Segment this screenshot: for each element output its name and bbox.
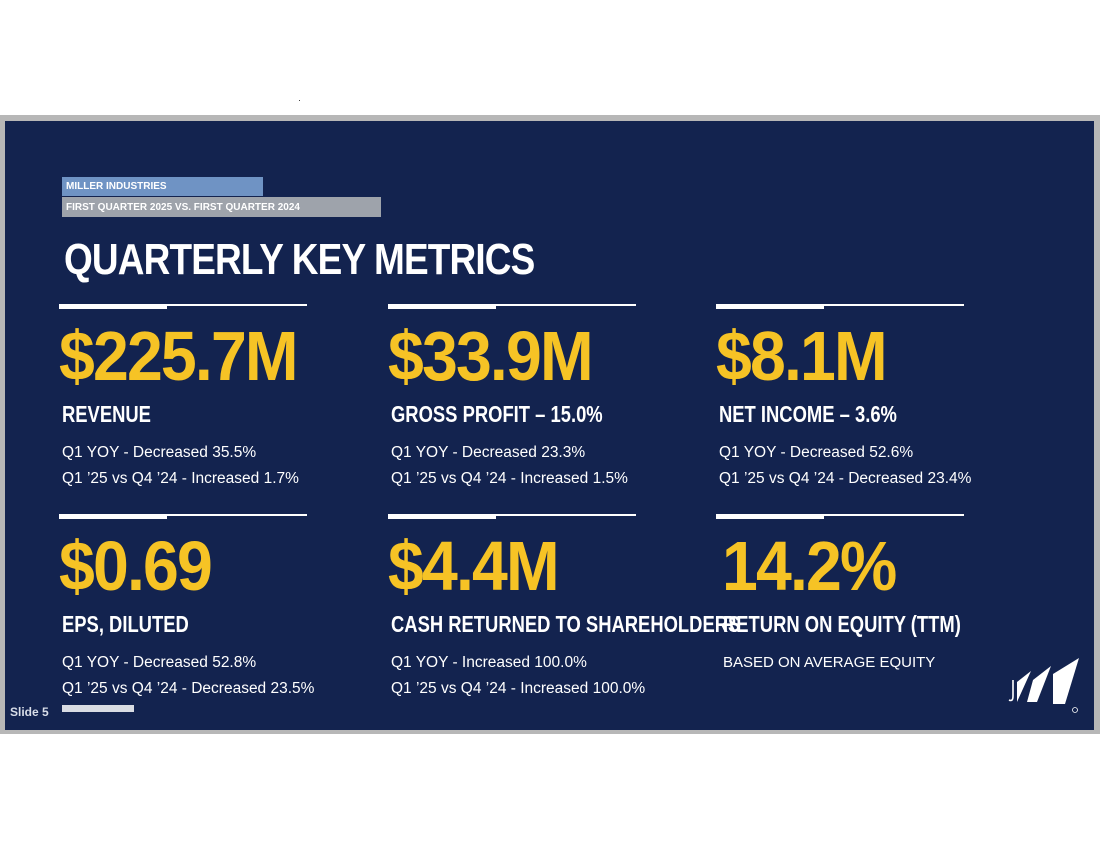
metric-label: NET INCOME – 3.6% (719, 401, 897, 427)
metric-value: 14.2% (722, 527, 897, 605)
metric-value: $4.4M (388, 527, 560, 605)
slide-progress-bar (62, 705, 134, 712)
metric-detail: BASED ON AVERAGE EQUITY (723, 654, 936, 671)
metric-value: $225.7M (59, 317, 299, 395)
metric-label: REVENUE (62, 401, 151, 427)
metric-rule (59, 514, 307, 519)
company-band: MILLER INDUSTRIES (62, 177, 263, 196)
metric-rule (716, 514, 964, 519)
miller-logo-icon (1008, 658, 1079, 713)
stray-dot (299, 100, 300, 101)
metric-detail: Q1 ’25 vs Q4 ’24 - Increased 100.0% (391, 680, 646, 697)
metric-detail: Q1 YOY - Decreased 52.8% (62, 654, 257, 671)
metric-value: $0.69 (59, 527, 213, 605)
metric-rule (388, 514, 636, 519)
metric-detail: Q1 ’25 vs Q4 ’24 - Increased 1.7% (62, 470, 299, 487)
metric-detail: Q1 ’25 vs Q4 ’24 - Decreased 23.5% (62, 680, 315, 697)
metric-detail: Q1 YOY - Increased 100.0% (391, 654, 587, 671)
metric-detail: Q1 YOY - Decreased 23.3% (391, 444, 586, 461)
metric-label: RETURN ON EQUITY (TTM) (723, 611, 961, 637)
metric-label: EPS, DILUTED (62, 611, 189, 637)
metric-rule (59, 304, 307, 309)
metric-value: $8.1M (716, 317, 888, 395)
metric-label: CASH RETURNED TO SHAREHOLDERS (391, 611, 741, 637)
metric-rule (388, 304, 636, 309)
metric-label: GROSS PROFIT – 15.0% (391, 401, 603, 427)
metric-value: $33.9M (388, 317, 594, 395)
metric-rule (716, 304, 964, 309)
comparison-band: FIRST QUARTER 2025 VS. FIRST QUARTER 202… (62, 197, 381, 217)
slide (5, 121, 1094, 730)
page-title: QUARTERLY KEY METRICS (64, 235, 535, 284)
metric-detail: Q1 ’25 vs Q4 ’24 - Decreased 23.4% (719, 470, 972, 487)
metric-detail: Q1 ’25 vs Q4 ’24 - Increased 1.5% (391, 470, 628, 487)
metric-detail: Q1 YOY - Decreased 52.6% (719, 444, 914, 461)
metric-detail: Q1 YOY - Decreased 35.5% (62, 444, 257, 461)
slide-number: Slide 5 (10, 705, 49, 719)
